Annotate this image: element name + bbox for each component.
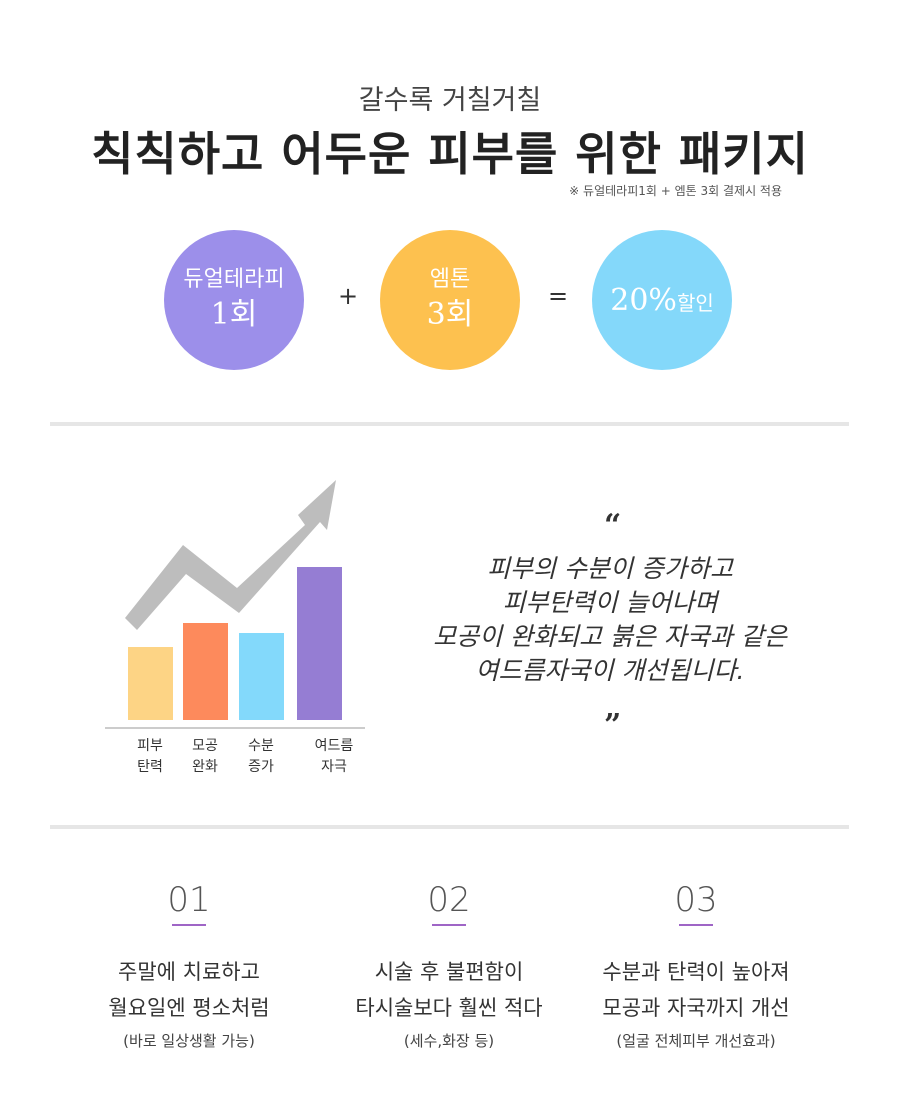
condition-note: ※ 듀얼테라피1회 + 엠톤 3회 결제시 적용 — [569, 184, 782, 198]
feature-underline — [172, 924, 206, 926]
circle-label: 엠톤 — [429, 267, 471, 292]
chart-bar — [239, 633, 284, 720]
plus-sign: + — [338, 282, 359, 310]
feature-underline — [679, 924, 713, 926]
trend-arrow — [125, 480, 336, 630]
package-circle-discount: 20%할인 — [592, 230, 732, 370]
feature-line: 수분과 탄력이 높아져 — [602, 960, 790, 984]
discount-percent: 20% — [610, 282, 677, 318]
quote-line: 모공이 완화되고 붉은 자국과 같은 — [433, 622, 787, 651]
discount-text: 20%할인 — [610, 283, 714, 318]
discount-label: 할인 — [676, 290, 714, 315]
section-divider — [50, 422, 849, 426]
quote-open-mark: “ — [604, 508, 622, 543]
feature-line: 타시술보다 훨씬 적다 — [355, 996, 543, 1020]
feature-number: 02 — [427, 880, 471, 920]
equals-sign: = — [548, 282, 569, 310]
chart-bar — [183, 623, 228, 720]
feature-line: 모공과 자국까지 개선 — [602, 996, 790, 1020]
feature-number: 01 — [167, 880, 211, 920]
feature-line: 시술 후 불편함이 — [374, 960, 524, 984]
feature-line: 주말에 치료하고 — [118, 960, 260, 984]
circle-count: 1회 — [210, 297, 258, 332]
feature-line: 월요일엔 평소처럼 — [108, 996, 270, 1020]
quote-text: 피부의 수분이 증가하고 피부탄력이 늘어나며 모공이 완화되고 붉은 자국과 … — [390, 552, 830, 688]
chart-category-label: 여드름 — [315, 738, 354, 754]
quote-line: 피부의 수분이 증가하고 — [487, 554, 733, 583]
chart-bar — [128, 647, 173, 720]
feature-underline — [432, 924, 466, 926]
page-title: 칙칙하고 어두운 피부를 위한 패키지 — [91, 127, 809, 181]
circle-count: 3회 — [426, 297, 474, 332]
feature-03: 03 수분과 탄력이 높아져 모공과 자국까지 개선 (얼굴 전체피부 개선효과… — [556, 880, 836, 1056]
chart-category-label: 피부 — [137, 738, 163, 754]
page-subtitle: 갈수록 거칠거칠 — [358, 85, 542, 116]
feature-02: 02 시술 후 불편함이 타시술보다 훨씬 적다 (세수,화장 등) — [309, 880, 589, 1056]
feature-subtext: (세수,화장 등) — [403, 1032, 495, 1050]
section-divider — [50, 825, 849, 829]
chart-category-label: 자극 — [321, 759, 347, 775]
quote-line: 피부탄력이 늘어나며 — [502, 588, 718, 617]
feature-number: 03 — [674, 880, 718, 920]
chart-category-label: 완화 — [192, 759, 218, 775]
feature-subtext: (얼굴 전체피부 개선효과) — [616, 1032, 776, 1050]
feature-01: 01 주말에 치료하고 월요일엔 평소처럼 (바로 일상생활 가능) — [49, 880, 329, 1056]
chart-category-label: 수분 — [248, 738, 274, 754]
package-circle-dual-therapy: 듀얼테라피 1회 — [164, 230, 304, 370]
quote-line: 여드름자국이 개선됩니다. — [475, 656, 745, 685]
quote-close-mark: ” — [604, 708, 622, 743]
chart-bar — [297, 567, 342, 720]
circle-label: 듀얼테라피 — [183, 267, 285, 292]
chart-category-label: 증가 — [248, 759, 274, 775]
chart-category-label: 탄력 — [137, 759, 163, 775]
feature-subtext: (바로 일상생활 가능) — [123, 1032, 255, 1050]
package-circle-mtone: 엠톤 3회 — [380, 230, 520, 370]
chart-category-label: 모공 — [192, 738, 218, 754]
